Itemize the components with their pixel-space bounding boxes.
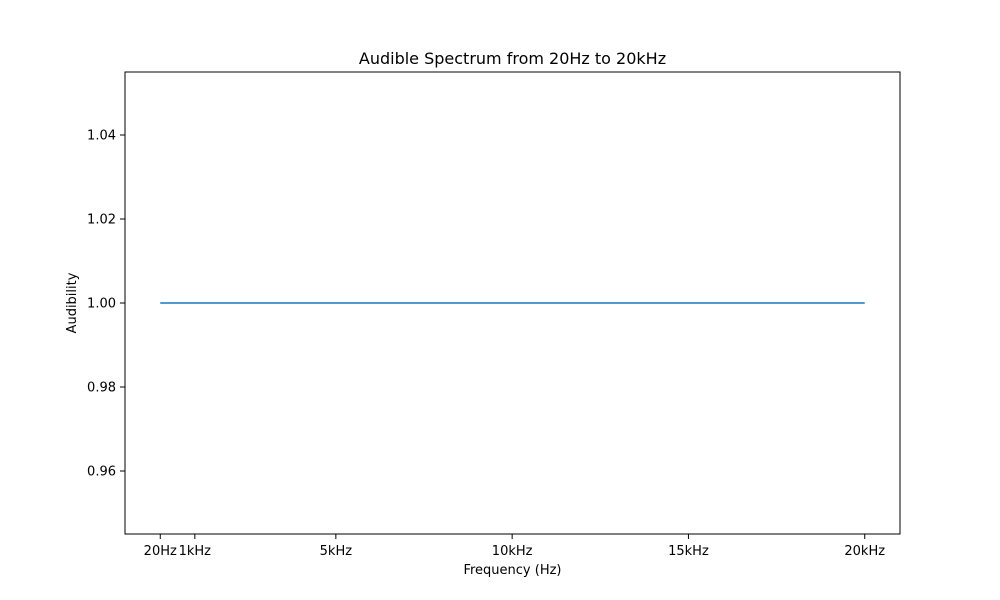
x-tick-label: 10kHz <box>492 544 533 559</box>
x-tick-label: 1kHz <box>179 544 212 559</box>
chart-title: Audible Spectrum from 20Hz to 20kHz <box>359 49 666 68</box>
y-tick-label: 1.02 <box>87 213 116 228</box>
y-axis-label: Audibility <box>65 272 80 333</box>
x-tick-label: 20kHz <box>844 544 885 559</box>
x-tick-label: 15kHz <box>668 544 709 559</box>
x-tick-label: 20Hz <box>144 544 177 559</box>
x-axis: 20Hz 1kHz 5kHz 10kHz 15kHz 20kHz <box>144 534 885 559</box>
y-tick-label: 0.98 <box>87 381 116 396</box>
y-axis: 0.96 0.98 1.00 1.02 1.04 <box>87 129 125 480</box>
y-tick-label: 1.04 <box>87 129 116 144</box>
y-tick-label: 1.00 <box>87 297 116 312</box>
x-axis-label: Frequency (Hz) <box>463 563 561 578</box>
y-tick-label: 0.96 <box>87 465 116 480</box>
x-tick-label: 5kHz <box>320 544 353 559</box>
